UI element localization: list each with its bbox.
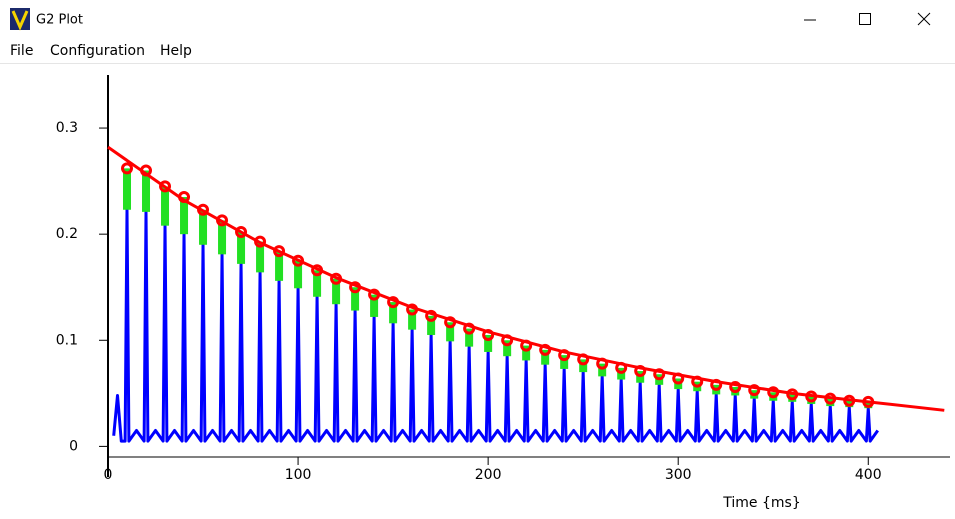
peak-marker bbox=[539, 343, 552, 356]
range-bar bbox=[237, 232, 246, 264]
peak-marker bbox=[577, 353, 590, 366]
peak-marker bbox=[254, 235, 267, 248]
x-tick-label: 300 bbox=[665, 467, 692, 483]
range-bar bbox=[294, 260, 303, 289]
peak-marker bbox=[843, 394, 856, 407]
y-tick-label: 0.2 bbox=[56, 226, 78, 242]
y-tick-label: 0 bbox=[69, 438, 78, 454]
peak-marker bbox=[482, 328, 495, 341]
peak-marker bbox=[140, 164, 153, 177]
data-line bbox=[112, 208, 879, 443]
x-axis-label: Time {ms} bbox=[722, 495, 800, 511]
maximize-button[interactable] bbox=[859, 13, 871, 25]
peak-marker bbox=[368, 288, 381, 301]
peak-marker bbox=[216, 214, 229, 227]
peak-marker bbox=[558, 349, 571, 362]
peak-marker bbox=[197, 203, 210, 216]
x-tick-label: 400 bbox=[855, 467, 882, 483]
range-bar bbox=[465, 328, 474, 347]
range-bar bbox=[427, 315, 436, 335]
range-bar bbox=[370, 294, 379, 317]
peak-marker bbox=[748, 384, 761, 397]
range-bar bbox=[313, 270, 322, 297]
range-bar bbox=[123, 168, 132, 210]
range-bar bbox=[199, 209, 208, 245]
peak-marker bbox=[862, 395, 875, 408]
x-tick-label: 0 bbox=[104, 467, 113, 483]
y-tick-label: 0.3 bbox=[56, 120, 78, 136]
peak-marker bbox=[786, 388, 799, 401]
range-bar bbox=[351, 287, 360, 311]
range-bar bbox=[275, 251, 284, 281]
peak-marker bbox=[425, 309, 438, 322]
menu-item[interactable]: Configuration bbox=[50, 43, 145, 59]
peak-marker bbox=[653, 368, 666, 381]
range-bar bbox=[522, 345, 531, 361]
peak-marker bbox=[672, 372, 685, 385]
peak-marker bbox=[729, 380, 742, 393]
range-bar bbox=[541, 349, 550, 365]
range-bar bbox=[218, 220, 227, 255]
peak-marker bbox=[520, 339, 533, 352]
menu-item[interactable]: File bbox=[10, 43, 33, 59]
menu-item[interactable]: Help bbox=[160, 43, 192, 59]
peak-marker bbox=[463, 322, 476, 335]
window-title: G2 Plot bbox=[36, 13, 83, 28]
range-bar bbox=[389, 302, 398, 324]
x-tick-label: 100 bbox=[285, 467, 312, 483]
x-tick-label: 200 bbox=[475, 467, 502, 483]
range-bar bbox=[180, 197, 189, 235]
peak-marker bbox=[273, 245, 286, 258]
range-bar bbox=[408, 309, 417, 330]
close-button[interactable] bbox=[917, 12, 931, 26]
peak-marker bbox=[349, 281, 362, 294]
peak-marker bbox=[767, 386, 780, 399]
peak-marker bbox=[805, 390, 818, 403]
range-bar bbox=[579, 359, 588, 373]
range-bar bbox=[560, 355, 569, 369]
peak-marker bbox=[159, 180, 172, 193]
range-bar bbox=[484, 334, 493, 352]
range-bar bbox=[503, 340, 512, 357]
peak-marker bbox=[501, 334, 514, 347]
peak-marker bbox=[406, 303, 419, 316]
peak-marker bbox=[311, 264, 324, 277]
range-bar bbox=[161, 186, 170, 226]
range-bar bbox=[256, 241, 265, 273]
range-bar bbox=[446, 322, 455, 342]
peak-marker bbox=[387, 296, 400, 309]
peak-marker bbox=[615, 361, 628, 374]
peak-marker bbox=[121, 162, 134, 175]
peak-marker bbox=[178, 191, 191, 204]
peak-marker bbox=[634, 365, 647, 378]
peak-marker bbox=[292, 254, 305, 267]
peak-marker bbox=[710, 378, 723, 391]
app-icon-glyph bbox=[11, 10, 29, 31]
peak-marker bbox=[444, 316, 457, 329]
y-tick-label: 0.1 bbox=[56, 332, 78, 348]
range-bar bbox=[142, 170, 151, 212]
peak-marker bbox=[824, 392, 837, 405]
peak-marker bbox=[330, 272, 343, 285]
peak-marker bbox=[596, 357, 609, 370]
peak-marker bbox=[691, 375, 704, 388]
peak-marker bbox=[235, 226, 248, 239]
range-bar bbox=[598, 363, 607, 377]
range-bar bbox=[332, 278, 341, 305]
